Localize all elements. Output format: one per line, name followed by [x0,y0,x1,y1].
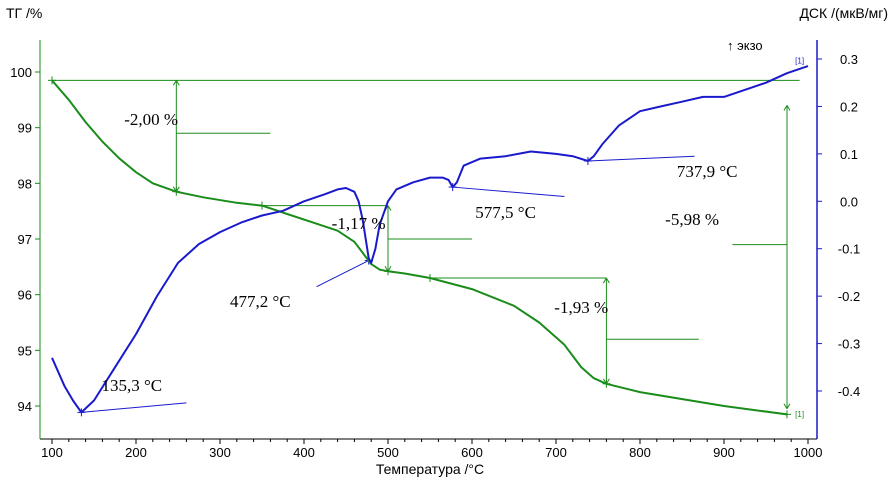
arrow-head [783,403,788,410]
x-axis-title: Температура /°C [376,461,484,477]
peak-temperature-label: 135,3 °C [101,376,162,395]
y-left-tick-label: 95 [18,343,32,358]
mass-loss-label: -1,17 % [332,214,386,233]
y-right-tick-label: 0.0 [840,194,858,209]
arrow-head [786,403,791,410]
arrow-head [602,277,607,284]
x-tick-label: 300 [209,445,231,460]
y-right-tick-label: -0.4 [838,384,860,399]
y-left-tick-label: 100 [10,65,32,80]
tg-curve-marker: [1] [795,410,804,419]
tg-series-line [51,79,788,416]
peak-leader [452,186,565,198]
mass-loss-label: -2,00 % [124,110,178,129]
dsc-curve-marker: [1] [795,57,804,66]
mass-loss-label: -5,98 % [665,210,719,229]
arrow-head [786,105,791,111]
arrow-head [387,205,392,211]
x-tick-label: 600 [461,445,483,460]
y-left-tick-label: 98 [18,176,32,191]
y-right-axis-title: ДСК /(мкВ/мг) [799,5,888,21]
ticks-layer: 100 200 300 400 500 600 700 800 900 1000 94 95 96 97 9… [10,52,860,460]
y-left-axis-title: ТГ /% [6,5,42,21]
arrow-head [172,80,177,86]
x-tick-label: 700 [545,445,567,460]
x-tick-label: 100 [41,445,63,460]
y-left-tick-label: 97 [18,232,32,247]
y-left-tick-label: 96 [18,288,32,303]
peak-leader [587,155,695,162]
y-right-tick-label: 0.3 [840,52,858,67]
y-right-tick-label: 0.1 [840,147,858,162]
y-right-tick-label: -0.2 [838,289,860,304]
series-layer: [1] [1] [51,57,809,419]
x-tick-label: 800 [629,445,651,460]
arrow-head [175,80,180,86]
y-right-tick-label: 0.2 [840,99,858,114]
arrow-head [783,105,788,111]
x-tick-label: 500 [377,445,399,460]
peak-temperature-label: 737,9 °C [677,162,738,181]
mass-loss-label: -1,93 % [554,298,608,317]
peak-leader [81,402,187,413]
y-left-tick-label: 99 [18,121,32,136]
peak-leader [316,260,369,288]
exo-label: ↑ экзо [727,38,763,53]
annotation-labels: -2,00 % -1,17 % -1,93 % -5,98 % 135,3 °C 477,… [101,110,737,395]
annotation-lines [48,76,800,419]
dsc-series-line [51,65,809,414]
x-tick-label: 400 [293,445,315,460]
y-left-tick-label: 94 [18,399,32,414]
x-tick-label: 900 [713,445,735,460]
y-right-tick-label: -0.3 [838,337,860,352]
y-right-tick-label: -0.1 [838,242,860,257]
peak-temperature-label: 477,2 °C [230,292,291,311]
x-tick-label: 200 [125,445,147,460]
arrow-head [605,277,610,284]
x-tick-label: 1000 [794,445,823,460]
peak-temperature-label: 577,5 °C [475,203,536,222]
